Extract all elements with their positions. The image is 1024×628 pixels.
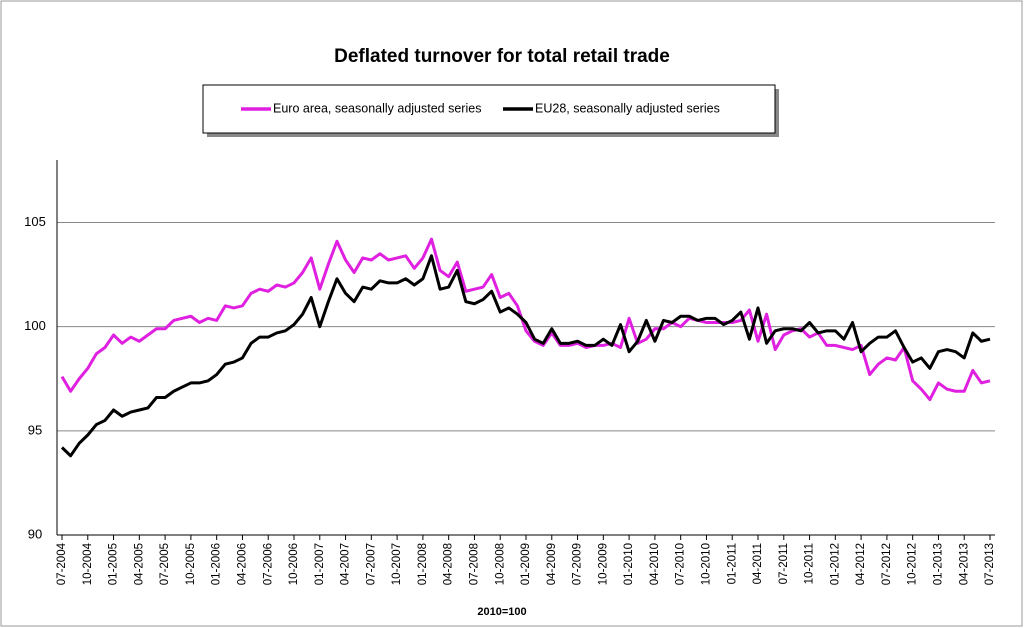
y-tick-label: 105 bbox=[24, 214, 46, 229]
x-tick-label: 07-2012 bbox=[881, 543, 893, 585]
legend-label: Euro area, seasonally adjusted series bbox=[273, 101, 481, 115]
x-tick-label: 04-2007 bbox=[340, 543, 352, 585]
x-tick-label: 04-2013 bbox=[958, 543, 970, 585]
x-tick-label: 10-2011 bbox=[804, 543, 816, 584]
x-tick-label: 07-2006 bbox=[262, 543, 274, 585]
legend-label: EU28, seasonally adjusted series bbox=[535, 101, 720, 115]
x-tick-label: 10-2010 bbox=[700, 543, 712, 585]
x-tick-label: 10-2007 bbox=[391, 543, 403, 585]
x-tick-label: 01-2007 bbox=[314, 543, 326, 585]
x-tick-label: 10-2012 bbox=[907, 543, 919, 585]
x-tick-label: 01-2008 bbox=[417, 543, 429, 585]
x-tick-label: 01-2011 bbox=[726, 543, 738, 584]
x-tick-label: 10-2005 bbox=[185, 543, 197, 585]
x-tick-label: 07-2011 bbox=[778, 543, 790, 584]
x-axis-label: 2010=100 bbox=[477, 606, 526, 618]
x-tick-label: 04-2011 bbox=[752, 543, 764, 584]
y-tick-label: 100 bbox=[24, 318, 46, 333]
x-tick-label: 04-2010 bbox=[649, 543, 661, 585]
x-tick-label: 07-2004 bbox=[56, 542, 68, 585]
x-tick-label: 07-2008 bbox=[468, 543, 480, 585]
x-tick-label: 10-2009 bbox=[597, 543, 609, 585]
x-tick-label: 04-2008 bbox=[443, 543, 455, 585]
series-line bbox=[60, 237, 991, 402]
x-tick-label: 07-2005 bbox=[159, 543, 171, 585]
x-tick-label: 04-2012 bbox=[855, 543, 867, 585]
x-tick-label: 01-2005 bbox=[108, 543, 120, 585]
x-tick-label: 01-2009 bbox=[520, 543, 532, 585]
x-tick-label: 04-2005 bbox=[133, 543, 145, 585]
x-tick-label: 01-2010 bbox=[623, 543, 635, 585]
legend-box bbox=[202, 84, 776, 134]
x-tick-label: 01-2006 bbox=[211, 543, 223, 585]
x-tick-label: 10-2008 bbox=[494, 543, 506, 585]
series-line bbox=[60, 254, 991, 458]
x-tick-label: 01-2013 bbox=[932, 543, 944, 585]
y-tick-label: 90 bbox=[28, 526, 42, 541]
x-tick-label: 07-2007 bbox=[365, 543, 377, 585]
x-tick-label: 10-2004 bbox=[82, 542, 94, 585]
x-tick-label: 07-2013 bbox=[984, 543, 996, 585]
y-tick-label: 95 bbox=[28, 422, 42, 437]
chart-title: Deflated turnover for total retail trade bbox=[334, 46, 670, 67]
x-tick-label: 07-2009 bbox=[572, 543, 584, 585]
x-tick-label: 04-2009 bbox=[546, 543, 558, 585]
x-tick-label: 04-2006 bbox=[236, 543, 248, 585]
x-tick-label: 07-2010 bbox=[675, 543, 687, 585]
x-tick-label: 01-2012 bbox=[829, 543, 841, 585]
x-tick-label: 10-2006 bbox=[288, 543, 300, 585]
